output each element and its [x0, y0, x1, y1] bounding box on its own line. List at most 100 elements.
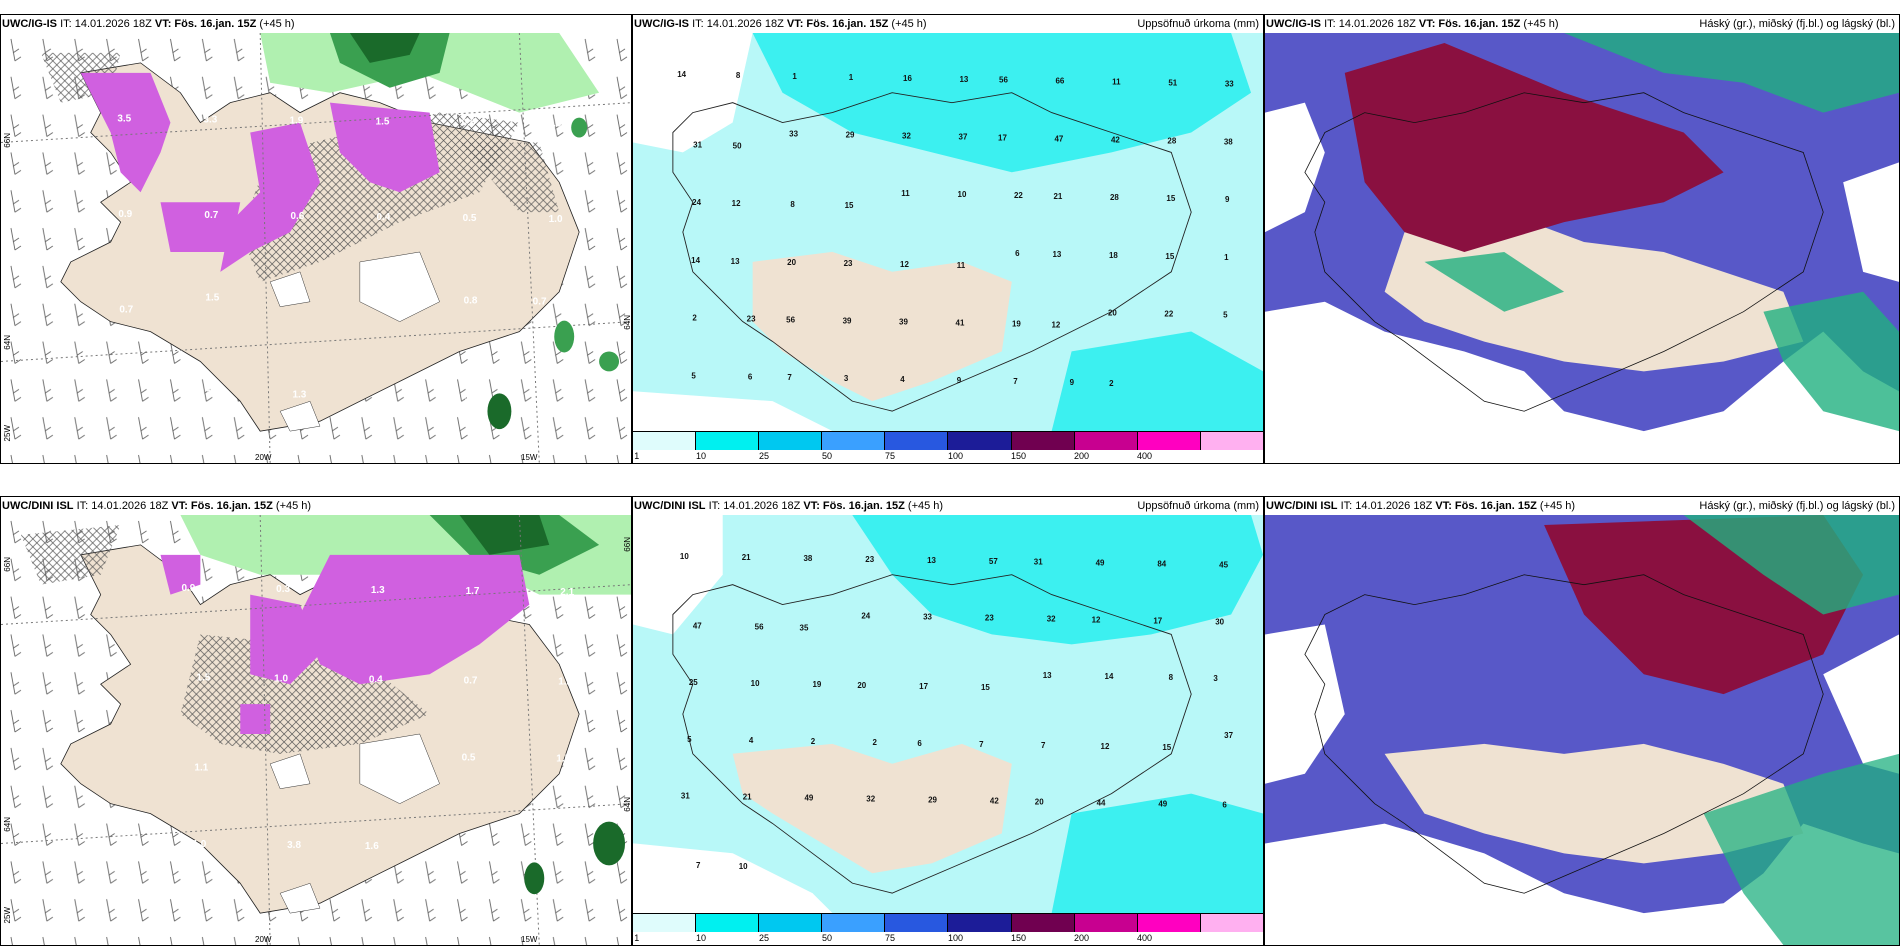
colorbar-swatch: [1200, 914, 1263, 932]
map-svg: 3.5 3.3 1.9 1.5 0.5 1.0 0.9 0.7 0.6 0.4 0.5 1.0 0.7 1…: [1, 33, 631, 463]
colorbar-swatch: [633, 432, 697, 450]
colorbar-swatch: [1011, 914, 1075, 932]
colorbar-swatch: [948, 914, 1012, 932]
map-value-label: 44: [1097, 799, 1106, 808]
dry-land-area: [732, 743, 1012, 874]
snow-cell: [571, 117, 588, 138]
map-value-label: 20: [1035, 798, 1044, 807]
map-canvas[interactable]: 3.5 3.3 1.9 1.5 0.5 1.0 0.9 0.7 0.6 0.4 0.5 1.0 0.7 1…: [1, 33, 631, 463]
map-value-label: 22: [1014, 191, 1023, 200]
map-value-label: 13: [927, 556, 936, 565]
map-value-label: 1.5: [196, 673, 210, 684]
map-value-label: 7: [1041, 741, 1046, 750]
lead-time: (+45 h): [275, 500, 312, 512]
map-value-label: 3.3: [203, 115, 217, 126]
panel-header: UWC/DINI ISL IT: 14.01.2026 18Z VT: Fös.…: [2, 500, 311, 512]
lat-label: 64N: [623, 797, 632, 812]
map-value-label: 3: [1213, 674, 1218, 683]
colorbar-swatch: [696, 432, 760, 450]
map-value-label: 0.5: [462, 752, 476, 763]
clear-sky-area: [1265, 301, 1899, 463]
map-svg: [1265, 515, 1899, 945]
lon-label: 25W: [3, 425, 12, 442]
panel-bottom-left-snow-wind: UWC/DINI ISL IT: 14.01.2026 18Z VT: Fös.…: [0, 496, 632, 946]
colorbar-label: 1: [634, 451, 640, 461]
model-name: UWC/IG-IS: [2, 18, 57, 30]
colorbar-swatch: [633, 914, 697, 932]
map-value-label: 17: [1153, 616, 1162, 625]
colorbar-label: 10: [696, 933, 707, 943]
map-value-label: 28: [1167, 136, 1176, 145]
panel-bottom-middle-precip: UWC/DINI ISL IT: 14.01.2026 18Z VT: Fös.…: [632, 496, 1264, 946]
map-value-label: 0.7: [204, 210, 218, 221]
lat-label: 66N: [3, 557, 12, 572]
map-value-label: 12: [1051, 321, 1060, 330]
map-value-label: 39: [899, 318, 908, 327]
panel-header: UWC/IG-IS IT: 14.01.2026 18Z VT: Fös. 16…: [634, 18, 927, 30]
map-value-label: 20: [857, 681, 866, 690]
panel-top-middle-precip: UWC/IG-IS IT: 14.01.2026 18Z VT: Fös. 16…: [632, 14, 1264, 464]
map-value-label: 1: [849, 73, 854, 82]
init-time: IT: 14.01.2026 18Z: [1324, 18, 1416, 30]
colorbar: [633, 913, 1263, 932]
panel-top-right-clouds: UWC/IG-IS IT: 14.01.2026 18Z VT: Fös. 16…: [1264, 14, 1900, 464]
map-value-label: 20: [787, 258, 796, 267]
map-value-label: 0.7: [464, 676, 478, 687]
model-name: UWC/DINI ISL: [634, 500, 706, 512]
colorbar-label: 25: [759, 451, 770, 461]
map-canvas[interactable]: 10 21 38 23 13 57 31 49 84 45 47 56 35 24 33 23 32 12 17 30…: [633, 515, 1263, 913]
clear-sky-area-w: [1265, 624, 1345, 784]
map-value-label: 39: [843, 317, 852, 326]
colorbar-swatch: [1074, 914, 1138, 932]
colorbar-swatch: [822, 432, 886, 450]
map-value-label: 18: [1109, 251, 1118, 260]
map-value-label: 2: [873, 738, 878, 747]
lon-label: 20W: [255, 935, 272, 944]
map-value-label: 1.2: [206, 388, 220, 399]
panel-bottom-right-clouds: UWC/DINI ISL IT: 14.01.2026 18Z VT: Fös.…: [1264, 496, 1900, 946]
map-value-label: 0.6: [290, 211, 304, 222]
map-value-label: 56: [999, 76, 1008, 85]
colorbar-swatch: [885, 432, 949, 450]
colorbar-labels: 1 10 25 50 75 100 150 200 400: [633, 451, 1263, 463]
map-value-label: 28: [1110, 193, 1119, 202]
map-value-label: 32: [902, 131, 911, 140]
colorbar-label: 25: [759, 933, 770, 943]
map-value-label: 1.3: [289, 763, 303, 774]
lead-time: (+45 h): [1539, 500, 1576, 512]
map-canvas[interactable]: 0.9 0.3 1.3 1.7 2.1 1.5 1.0 0.4 0.7 1.2 1.1 1.3 0.9 0…: [1, 515, 631, 945]
map-value-label: 37: [1224, 731, 1233, 740]
map-value-label: 5: [1223, 311, 1228, 320]
map-value-label: 1.3: [292, 389, 306, 400]
map-value-label: 22: [1164, 310, 1173, 319]
colorbar-swatch: [1137, 914, 1201, 932]
map-value-label: 33: [1225, 80, 1234, 89]
map-canvas[interactable]: [1265, 515, 1899, 945]
colorbar-label: 200: [1074, 451, 1090, 461]
map-value-label: 47: [1054, 134, 1063, 143]
map-value-label: 25: [689, 678, 698, 687]
map-value-label: 49: [1096, 559, 1105, 568]
panel-header: UWC/DINI ISL IT: 14.01.2026 18Z VT: Fös.…: [634, 500, 943, 512]
map-canvas[interactable]: [1265, 33, 1899, 463]
map-value-label: 57: [989, 557, 998, 566]
lat-label: 64N: [3, 335, 12, 350]
map-value-label: 32: [1047, 614, 1056, 623]
snowfall-area-central: [160, 202, 241, 252]
map-value-label: 66: [1055, 77, 1064, 86]
panel-title: Háský (gr.), miðský (fj.bl.) og lágský (…: [1699, 18, 1895, 30]
hatch-area-nw: [20, 524, 121, 585]
map-value-label: 0.9: [181, 583, 195, 594]
map-value-label: 21: [1053, 192, 1062, 201]
map-value-label: 9: [957, 376, 962, 385]
map-value-label: 6: [917, 739, 922, 748]
colorbar-label: 100: [948, 451, 964, 461]
lon-label: 15W: [521, 935, 538, 944]
map-canvas[interactable]: 14 8 1 1 16 13 56 66 11 51 33 31 50 33 29 32 37 17 47 42 28 3…: [633, 33, 1263, 431]
map-value-label: 15: [845, 201, 854, 210]
map-value-label: 1.3: [371, 585, 385, 596]
colorbar-swatch: [885, 914, 949, 932]
iceland-coastline: [1304, 92, 1824, 412]
